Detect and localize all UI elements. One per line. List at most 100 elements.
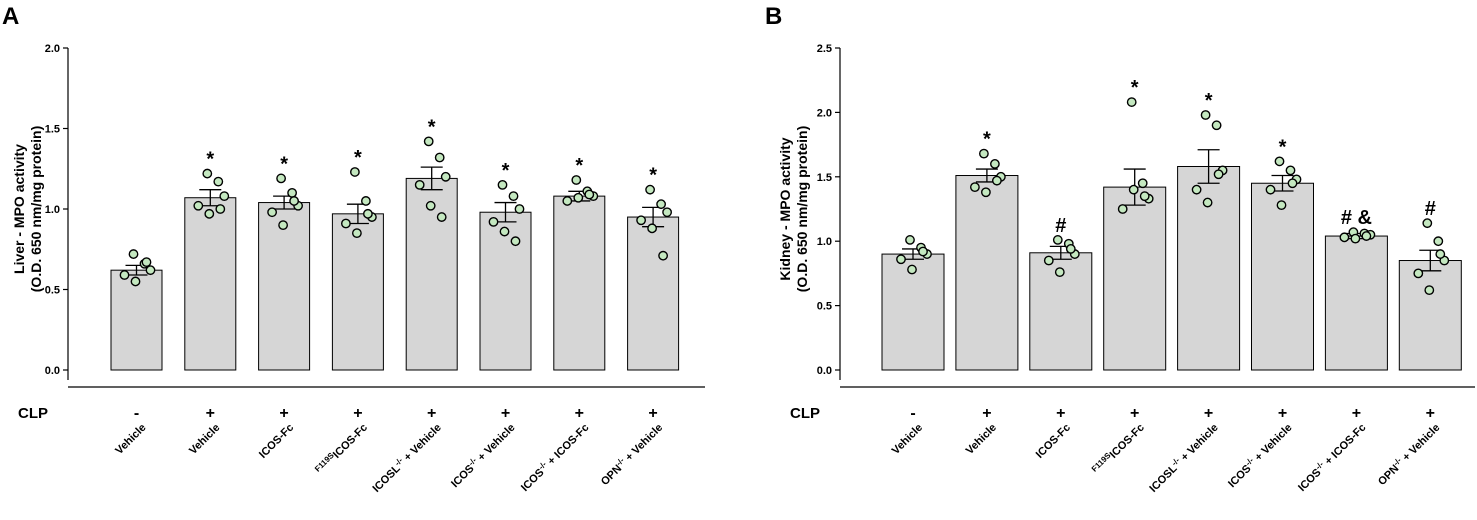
data-point bbox=[1052, 235, 1063, 245]
data-point bbox=[141, 257, 152, 268]
data-point bbox=[1413, 268, 1424, 279]
data-point bbox=[647, 223, 657, 234]
y-axis-title-line: (O.D. 650 nm/mg protein) bbox=[794, 126, 810, 292]
significance-marker: * bbox=[575, 155, 583, 177]
data-point bbox=[499, 226, 510, 237]
data-point bbox=[213, 176, 224, 187]
category-label-main: ICOS-Fc bbox=[1108, 422, 1147, 461]
category-label-exponent: -/- bbox=[467, 456, 479, 468]
clp-sign: + bbox=[279, 405, 288, 422]
clp-sign: + bbox=[427, 405, 436, 422]
significance-marker: # bbox=[1055, 215, 1066, 237]
category-label-exponent: -/- bbox=[1170, 456, 1182, 468]
category-label: OPN-/- + Vehicle bbox=[597, 420, 665, 488]
data-point bbox=[289, 196, 299, 206]
significance-marker: * bbox=[354, 147, 362, 169]
data-point bbox=[1361, 231, 1372, 241]
category-label: Vehicle bbox=[964, 422, 999, 457]
category-label: ICOS-/- + Vehicle bbox=[1225, 420, 1295, 490]
clp-sign: + bbox=[1352, 405, 1361, 422]
bar bbox=[110, 269, 163, 371]
data-point bbox=[215, 204, 226, 214]
clp-row-label: CLP bbox=[18, 405, 48, 422]
clp-sign: + bbox=[353, 405, 362, 422]
data-point bbox=[1339, 232, 1350, 243]
y-axis-title-line: Kidney - MPO activity bbox=[777, 137, 793, 280]
data-point bbox=[1287, 178, 1298, 189]
bar bbox=[258, 202, 311, 371]
data-point bbox=[202, 168, 213, 179]
category-label: Vehicle bbox=[890, 422, 925, 457]
category-label: Vehicle bbox=[113, 422, 148, 457]
data-point bbox=[1274, 156, 1285, 167]
data-point bbox=[1213, 169, 1224, 180]
data-point bbox=[414, 179, 425, 190]
panel-b: B Kidney - MPO activity (O.D. 650 nm/mg pr… bbox=[765, 3, 1475, 495]
bar bbox=[1103, 186, 1167, 371]
clp-sign: + bbox=[1056, 405, 1065, 422]
category-label: ICOSL-/- + Vehicle bbox=[369, 420, 444, 495]
data-point bbox=[636, 215, 646, 226]
bar bbox=[1029, 252, 1093, 371]
category-label-main: ICOS-Fc bbox=[257, 422, 296, 461]
category-label-exponent: -/- bbox=[537, 460, 549, 472]
category-label-exponent: -/- bbox=[614, 456, 626, 468]
data-point bbox=[287, 187, 297, 198]
category-label-suffix: + ICOS-Fc bbox=[1320, 422, 1368, 470]
data-point bbox=[1117, 204, 1128, 214]
significance-marker: * bbox=[649, 165, 657, 187]
data-point bbox=[571, 175, 582, 185]
clp-sign: + bbox=[1130, 405, 1139, 422]
data-point bbox=[423, 136, 434, 147]
clp-sign: + bbox=[1278, 405, 1287, 422]
category-label: ICOS-/- + ICOS-Fc bbox=[1295, 420, 1369, 494]
category-label: Vehicle bbox=[187, 422, 222, 457]
data-point bbox=[1137, 178, 1148, 189]
data-point bbox=[584, 189, 595, 200]
data-point bbox=[1202, 197, 1213, 208]
data-point bbox=[992, 175, 1002, 186]
data-point bbox=[204, 208, 215, 219]
data-point bbox=[440, 171, 451, 182]
bar bbox=[331, 213, 384, 371]
bar bbox=[627, 216, 680, 371]
category-label-suffix: + Vehicle bbox=[1177, 422, 1221, 466]
data-point bbox=[145, 265, 156, 276]
data-point bbox=[573, 192, 584, 203]
data-point bbox=[130, 276, 141, 287]
y-tick-label: 0.0 bbox=[45, 365, 60, 377]
category-label-main: ICOS-Fc bbox=[1034, 422, 1073, 461]
data-point bbox=[1424, 285, 1435, 296]
data-point bbox=[508, 191, 519, 202]
category-label-exponent: -/- bbox=[1314, 460, 1326, 472]
data-point bbox=[981, 187, 991, 198]
y-tick-label: 0.5 bbox=[45, 285, 60, 297]
data-point bbox=[351, 228, 362, 239]
clp-sign: - bbox=[910, 405, 915, 422]
clp-sign: - bbox=[134, 405, 139, 422]
data-point bbox=[340, 218, 351, 229]
category-label: ICOS-/- + Vehicle bbox=[448, 420, 518, 490]
y-tick-label: 1.0 bbox=[45, 204, 60, 216]
category-label-suffix: + Vehicle bbox=[400, 422, 444, 466]
category-label-exponent: -/- bbox=[1391, 456, 1403, 468]
panel-letter: B bbox=[765, 3, 782, 30]
data-point bbox=[1054, 267, 1065, 278]
category-label: F119SICOS-Fc bbox=[313, 420, 370, 477]
category-label-main: Vehicle bbox=[187, 422, 222, 457]
data-point bbox=[488, 216, 499, 227]
category-label: ICOS-Fc bbox=[257, 422, 296, 461]
y-axis-title-line: Liver - MPO activity bbox=[11, 144, 27, 274]
significance-marker: * bbox=[1131, 77, 1139, 99]
data-point bbox=[970, 182, 980, 193]
significance-marker: * bbox=[1279, 136, 1287, 158]
significance-marker: * bbox=[1205, 90, 1213, 112]
category-label: F119SICOS-Fc bbox=[1090, 420, 1147, 477]
panel-letter: A bbox=[2, 3, 19, 30]
category-label: ICOS-Fc bbox=[1034, 422, 1073, 461]
y-axis-title-line: (O.D. 650 nm/mg protein) bbox=[28, 126, 44, 292]
clp-row-label: CLP bbox=[790, 405, 820, 422]
significance-marker: * bbox=[983, 129, 991, 151]
data-point bbox=[1200, 110, 1211, 120]
